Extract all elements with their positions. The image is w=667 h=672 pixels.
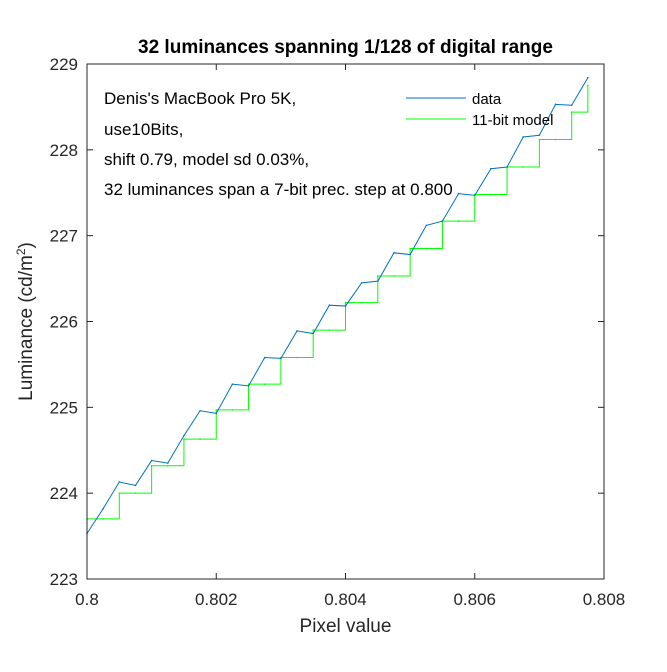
annotation-block: Denis's MacBook Pro 5K, use10Bits, shift… bbox=[104, 89, 453, 199]
data-point-11-bit-model bbox=[118, 492, 121, 494]
data-point-data bbox=[393, 252, 395, 254]
data-point-data bbox=[587, 76, 589, 79]
x-tick-label: 0.8 bbox=[75, 590, 99, 609]
data-point-data bbox=[199, 409, 201, 412]
data-point-11-bit-model bbox=[263, 383, 266, 385]
annotation-line-4: 32 luminances span a 7-bit prec. step at… bbox=[104, 180, 453, 199]
data-point-11-bit-model bbox=[554, 138, 557, 141]
data-point-11-bit-model bbox=[344, 301, 347, 304]
data-point-11-bit-model bbox=[150, 464, 153, 467]
data-point-data bbox=[506, 166, 508, 168]
data-point-data bbox=[425, 224, 428, 227]
data-point-data bbox=[328, 304, 331, 306]
data-point-11-bit-model bbox=[328, 329, 331, 331]
y-tick-label: 224 bbox=[50, 484, 78, 503]
x-tick-label: 0.806 bbox=[453, 590, 496, 609]
legend-label-11-bit-model: 11-bit model bbox=[472, 112, 553, 129]
data-point-data bbox=[118, 481, 121, 483]
data-point-11-bit-model bbox=[215, 409, 218, 411]
axes-box bbox=[86, 63, 605, 580]
data-point-11-bit-model bbox=[312, 329, 314, 331]
data-point-11-bit-model bbox=[102, 518, 104, 520]
annotation-line-3: shift 0.79, model sd 0.03%, bbox=[104, 150, 309, 169]
chart-title: 32 luminances spanning 1/128 of digital … bbox=[138, 37, 553, 58]
x-axis-label: Pixel value bbox=[300, 616, 392, 637]
legend: data 11-bit model bbox=[406, 91, 553, 129]
data-point-11-bit-model bbox=[134, 492, 137, 494]
series-line-11-bit-model bbox=[87, 85, 589, 520]
data-point-11-bit-model bbox=[393, 275, 395, 277]
data-point-11-bit-model bbox=[425, 247, 428, 250]
data-point-data bbox=[247, 385, 250, 387]
data-point-11-bit-model bbox=[296, 356, 298, 359]
data-point-data bbox=[296, 330, 298, 332]
data-point-data bbox=[490, 167, 492, 170]
y-tick-label: 227 bbox=[50, 227, 78, 246]
data-point-data bbox=[377, 280, 379, 282]
data-point-data bbox=[441, 220, 444, 222]
data-point-11-bit-model bbox=[199, 438, 201, 440]
y-axis-ticks: 223 224 225 226 227 228 229 bbox=[50, 55, 604, 589]
legend-label-data: data bbox=[472, 91, 502, 108]
data-point-data bbox=[134, 484, 137, 487]
data-point-11-bit-model bbox=[587, 84, 589, 87]
data-point-data bbox=[538, 134, 541, 137]
data-point-data bbox=[215, 412, 218, 415]
x-tick-label: 0.804 bbox=[324, 590, 367, 609]
x-tick-label: 0.808 bbox=[583, 590, 626, 609]
y-tick-label: 226 bbox=[50, 313, 78, 332]
data-point-data bbox=[102, 507, 104, 510]
data-point-data bbox=[522, 136, 525, 138]
data-point-data bbox=[263, 356, 266, 359]
data-point-11-bit-model bbox=[231, 409, 234, 411]
data-point-data bbox=[554, 103, 557, 106]
data-point-11-bit-model bbox=[409, 247, 411, 250]
data-point-11-bit-model bbox=[538, 138, 541, 141]
y-tick-label: 228 bbox=[50, 141, 78, 160]
data-point-11-bit-model bbox=[522, 166, 525, 168]
data-point-11-bit-model bbox=[490, 193, 492, 196]
data-point-data bbox=[360, 282, 363, 284]
data-point-data bbox=[570, 104, 573, 106]
data-point-data bbox=[150, 459, 153, 462]
data-point-11-bit-model bbox=[166, 464, 169, 467]
data-point-11-bit-model bbox=[360, 301, 363, 304]
y-tick-label: 225 bbox=[50, 398, 78, 417]
data-point-data bbox=[409, 253, 411, 256]
data-point-data bbox=[344, 305, 347, 307]
data-point-data bbox=[231, 383, 234, 385]
series-line-data bbox=[86, 77, 589, 534]
annotation-line-1: Denis's MacBook Pro 5K, bbox=[104, 89, 296, 108]
data-point-data bbox=[280, 357, 282, 360]
y-axis-label: Luminance (cd/m2) bbox=[14, 242, 37, 401]
data-point-data bbox=[166, 462, 169, 464]
x-tick-label: 0.802 bbox=[195, 590, 238, 609]
data-point-data bbox=[457, 192, 460, 195]
data-point-data bbox=[183, 434, 185, 437]
y-axis-label-superscript: 2 bbox=[14, 248, 28, 255]
series-layer bbox=[86, 76, 589, 535]
y-axis-label-tail: ) bbox=[16, 242, 37, 248]
y-axis-label-main: Luminance (cd/m bbox=[16, 255, 37, 401]
data-point-data bbox=[473, 194, 476, 197]
annotation-line-2: use10Bits, bbox=[104, 120, 183, 139]
data-point-11-bit-model bbox=[457, 220, 460, 222]
data-point-11-bit-model bbox=[183, 438, 185, 440]
data-point-data bbox=[312, 332, 314, 335]
data-point-11-bit-model bbox=[377, 275, 379, 277]
y-tick-label: 223 bbox=[50, 570, 78, 589]
data-point-11-bit-model bbox=[570, 111, 573, 113]
y-tick-label: 229 bbox=[50, 55, 78, 74]
